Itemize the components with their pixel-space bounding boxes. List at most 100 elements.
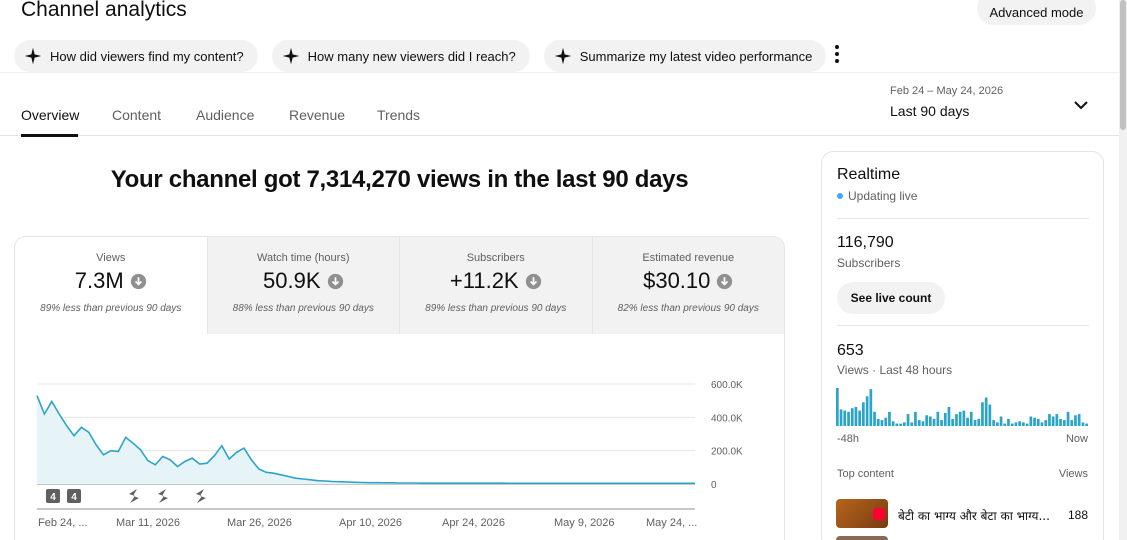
- realtime-bar: [865, 396, 869, 426]
- video-thumbnail[interactable]: [836, 499, 888, 528]
- realtime-bar: [1074, 415, 1077, 426]
- realtime-bar: [1055, 414, 1059, 426]
- metric-watch-time[interactable]: Watch time (hours) 50.9K 88% less than p…: [206, 237, 399, 334]
- tabs-bar: Overview Content Audience Revenue Trends…: [0, 72, 1119, 137]
- date-range-dates: Feb 24 – May 24, 2026: [890, 85, 1004, 97]
- metric-revenue[interactable]: Estimated revenue $30.10 82% less than p…: [591, 237, 784, 334]
- realtime-bar: [1059, 418, 1062, 426]
- top-content-title[interactable]: बेटी का भाग्य और बेटा का भाग्य...: [898, 509, 1050, 523]
- svg-text:4: 4: [71, 492, 77, 503]
- tab-trends[interactable]: Trends: [377, 107, 421, 123]
- top-content-label: Top content: [837, 468, 894, 480]
- realtime-bar: [876, 418, 880, 426]
- realtime-bar: [906, 414, 910, 426]
- realtime-views-value: 653: [837, 342, 864, 359]
- realtime-bar: [910, 422, 914, 426]
- realtime-bar: [914, 411, 917, 426]
- suggestion-chips: How did viewers find my content? How man…: [14, 40, 827, 72]
- realtime-bar: [962, 410, 966, 426]
- realtime-bar: [839, 409, 843, 426]
- x-tick-label: Mar 11, 2026: [116, 517, 180, 529]
- realtime-bar: [969, 411, 973, 426]
- realtime-bar: [873, 411, 876, 426]
- realtime-bar: [888, 411, 891, 426]
- realtime-bar: [1025, 423, 1029, 426]
- tab-overview[interactable]: Overview: [21, 107, 80, 123]
- metric-subscribers[interactable]: Subscribers +11.2K 89% less than previou…: [399, 237, 592, 334]
- metric-comparison: 88% less than previous 90 days: [232, 303, 374, 314]
- metric-label: Estimated revenue: [642, 252, 735, 264]
- shorts-icon[interactable]: [196, 489, 206, 503]
- video-thumbnail[interactable]: [836, 536, 888, 540]
- suggestion-chip-label: How many new viewers did I reach?: [307, 48, 516, 64]
- realtime-bar: [1010, 423, 1014, 426]
- realtime-bar: [850, 408, 854, 426]
- sparkle-icon: [554, 47, 571, 65]
- y-tick-label: 200.0K: [711, 447, 743, 458]
- more-vert-icon[interactable]: [828, 44, 846, 64]
- realtime-bar: [984, 397, 988, 426]
- metric-comparison: 82% less than previous 90 days: [617, 303, 759, 314]
- top-content-views-header: Views: [1058, 468, 1088, 480]
- realtime-bar: [1063, 420, 1066, 426]
- realtime-bar: [1014, 422, 1018, 426]
- realtime-bar: [1018, 421, 1021, 426]
- shorts-icon[interactable]: [129, 489, 139, 503]
- shorts-icon[interactable]: [158, 489, 168, 503]
- realtime-bar: [1051, 416, 1055, 426]
- advanced-mode-button[interactable]: Advanced mode: [977, 0, 1096, 25]
- realtime-bar: [1033, 417, 1036, 426]
- tab-audience[interactable]: Audience: [196, 107, 255, 123]
- realtime-bar: [996, 422, 999, 426]
- realtime-title: Realtime: [837, 166, 901, 183]
- scrollbar[interactable]: [1119, 0, 1127, 540]
- shorts-icon: [873, 508, 885, 520]
- metric-tabs: Views 7.3M 89% less than previous 90 day…: [15, 237, 784, 334]
- realtime-status: Updating live: [837, 189, 917, 203]
- metric-value: $30.10: [643, 268, 711, 293]
- overview-card: Views 7.3M 89% less than previous 90 day…: [14, 236, 785, 540]
- scrollbar-thumb[interactable]: [1120, 0, 1126, 130]
- realtime-bar: [951, 418, 954, 426]
- suggestion-chip-traffic[interactable]: How did viewers find my content?: [14, 40, 258, 72]
- realtime-bar: [925, 415, 928, 426]
- views-chart[interactable]: 600.0K 400.0K 200.0K 0 4 4 Feb 24, ... Mar 11, …: [15, 334, 785, 540]
- realtime-bar: [1029, 416, 1033, 426]
- suggestion-chip-summarize[interactable]: Summarize my latest video performance: [543, 40, 827, 72]
- annotation-marker[interactable]: 4: [46, 489, 60, 503]
- realtime-bar: [880, 420, 884, 426]
- chevron-down-icon[interactable]: [1073, 99, 1089, 111]
- tab-content[interactable]: Content: [112, 107, 162, 123]
- date-range-picker[interactable]: Feb 24 – May 24, 2026 Last 90 days: [890, 85, 1003, 119]
- views-area: [37, 395, 695, 484]
- realtime-bar: [869, 389, 873, 426]
- realtime-bar: [917, 420, 921, 426]
- realtime-bar: [1070, 420, 1074, 426]
- metric-views[interactable]: Views 7.3M 89% less than previous 90 day…: [15, 237, 207, 334]
- arrow-down-circle-icon: [327, 273, 343, 289]
- annotation-marker[interactable]: 4: [67, 489, 81, 503]
- divider: [837, 325, 1089, 326]
- realtime-bar: [929, 416, 932, 426]
- x-tick-label: Mar 26, 2026: [227, 517, 292, 529]
- sparkle-icon: [282, 47, 299, 65]
- see-live-count-button[interactable]: See live count: [837, 282, 945, 314]
- realtime-bar: [891, 421, 895, 426]
- realtime-start-label: -48h: [837, 433, 860, 445]
- realtime-bar: [884, 417, 888, 426]
- views-headline: Your channel got 7,314,270 views in the …: [110, 166, 689, 193]
- suggestion-chip-new-viewers[interactable]: How many new viewers did I reach?: [271, 40, 530, 72]
- realtime-bar: [1003, 423, 1007, 426]
- sparkle-icon: [24, 47, 42, 65]
- realtime-bar: [936, 411, 940, 426]
- tab-revenue[interactable]: Revenue: [289, 107, 346, 123]
- realtime-bar-chart[interactable]: [836, 388, 1089, 426]
- x-tick-label: Feb 24, ...: [38, 517, 88, 529]
- x-tick-label: Apr 10, 2026: [339, 517, 402, 529]
- y-tick-label: 400.0K: [711, 413, 743, 424]
- realtime-subscribers-label: Subscribers: [837, 256, 901, 270]
- realtime-bar: [862, 402, 865, 426]
- realtime-bar: [940, 420, 943, 426]
- realtime-bar: [899, 423, 902, 426]
- realtime-bar: [992, 420, 995, 426]
